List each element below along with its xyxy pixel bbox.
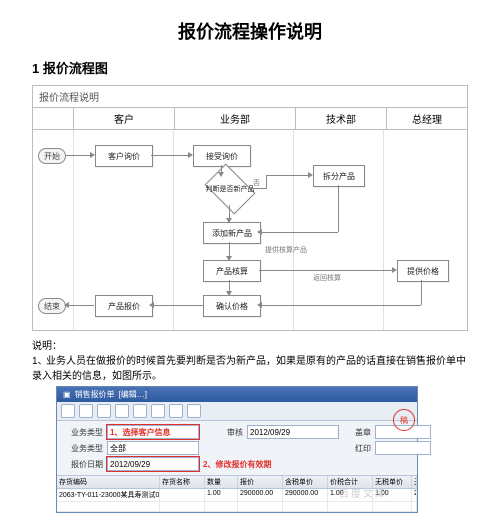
document-page: 报价流程操作说明 1 报价流程图 报价流程说明 客户 业务部 技术部 总经理 开… — [0, 0, 500, 522]
toolbar-icon[interactable] — [169, 404, 183, 418]
node-price: 提供价格 — [397, 260, 449, 282]
window-icon: ▣ — [63, 390, 71, 399]
form-label: 业务类型 — [63, 427, 103, 438]
form-label: 盖章 — [343, 427, 371, 438]
swimlane-flowchart: 报价流程说明 客户 业务部 技术部 总经理 开始 结束 客户询价 接受询价 判断… — [32, 85, 468, 331]
swimlane-body: 开始 结束 客户询价 接受询价 判断是否新产品 拆分产品 添加新产品 产品核算 … — [33, 130, 467, 330]
toolbar-icon[interactable] — [133, 404, 147, 418]
section-heading-1: 1 报价流程图 — [32, 58, 468, 77]
grid-header: 含税单价 — [283, 476, 328, 488]
toolbar-icon[interactable] — [79, 404, 93, 418]
swimlane-headers: 客户 业务部 技术部 总经理 — [33, 108, 467, 130]
grid-cell: 1.00 — [205, 489, 238, 501]
erp-form: 业务类型 1、选择客户信息 审核 2012/09/29 盖章 业务类型 全部 红… — [57, 421, 417, 475]
lane-header-gm: 总经理 — [387, 108, 467, 129]
grid-cell: 290000.00 — [412, 489, 417, 501]
node-customer-inquiry: 客户询价 — [95, 145, 153, 167]
redseal-field[interactable] — [375, 441, 431, 455]
edge-label-newnote: 提供核算产品 — [265, 245, 307, 255]
toolbar-icon[interactable] — [97, 404, 111, 418]
customer-field[interactable]: 1、选择客户信息 — [107, 425, 199, 439]
lane-header-sales: 业务部 — [175, 108, 296, 129]
edge-label-no: 否 — [253, 178, 260, 188]
node-confirm: 确认价格 — [203, 295, 261, 317]
annotation-2: 2、修改报价有效期 — [203, 459, 431, 470]
erp-toolbar — [57, 402, 417, 421]
window-title: 销售报价单 — [75, 389, 115, 400]
grid-cell: 290000.00 — [238, 489, 283, 501]
toolbar-icon[interactable] — [115, 404, 129, 418]
grid-empty-row — [57, 502, 417, 512]
page-title: 报价流程操作说明 — [32, 18, 468, 44]
node-cost: 产品核算 — [203, 260, 261, 282]
lane-header-tech: 技术部 — [296, 108, 387, 129]
node-decision: 判断是否新产品 — [205, 164, 256, 215]
form-label: 红印 — [343, 443, 371, 454]
node-split: 拆分产品 — [313, 165, 365, 187]
explain-item-1: 业务人员在做报价的时候首先要判断是否为新产品，如果是原有的产品的话直接在销售报价… — [32, 356, 466, 382]
explanation-block: 说明： 1、业务人员在做报价的时候首先要判断是否为新产品，如果是原有的产品的话直… — [32, 337, 468, 382]
date-field[interactable]: 2012/09/29 — [247, 425, 339, 439]
node-end: 结束 — [38, 298, 66, 314]
node-quote: 产品报价 — [95, 295, 153, 317]
node-receive-inquiry: 接受询价 — [193, 145, 251, 167]
form-label: 报价日期 — [63, 459, 103, 470]
grid-cell — [160, 489, 205, 501]
form-label: 审核 — [203, 427, 243, 438]
form-label: 业务类型 — [63, 443, 103, 454]
grid-header: 存货编码 — [57, 476, 160, 488]
grid-header: 存货名称 — [160, 476, 205, 488]
node-start: 开始 — [38, 148, 66, 164]
toolbar-icon[interactable] — [151, 404, 165, 418]
toolbar-icon[interactable] — [61, 404, 75, 418]
lane-header-blank — [33, 108, 74, 129]
edge-label-back: 返回核算 — [313, 273, 341, 283]
erp-titlebar: ▣ 销售报价单 [编辑…] — [57, 387, 417, 402]
grid-cell: 2063-TY-011-23000某具寿测试0001 — [57, 489, 160, 501]
watermark: 百度文库 — [339, 485, 387, 500]
erp-screenshot: ▣ 销售报价单 [编辑…] 稿 业务类型 1、选择客户信息 审核 2012/09… — [56, 386, 418, 513]
explain-label: 说明： — [32, 337, 468, 352]
quote-date-field[interactable]: 2012/09/29 — [107, 457, 199, 471]
biztype-field[interactable]: 全部 — [107, 441, 199, 455]
toolbar-icon[interactable] — [187, 404, 201, 418]
grid-cell: 290000.00 — [283, 489, 328, 501]
explain-item-number: 1、 — [32, 352, 46, 367]
window-tab: [编辑…] — [119, 389, 147, 400]
draft-stamp: 稿 — [393, 409, 415, 431]
lane-header-customer: 客户 — [74, 108, 175, 129]
grid-header: 报价 — [238, 476, 283, 488]
grid-header: 数量 — [205, 476, 238, 488]
flow-caption: 报价流程说明 — [33, 86, 467, 108]
grid-header: 无税金额 — [412, 476, 417, 488]
node-add-new: 添加新产品 — [203, 222, 261, 244]
